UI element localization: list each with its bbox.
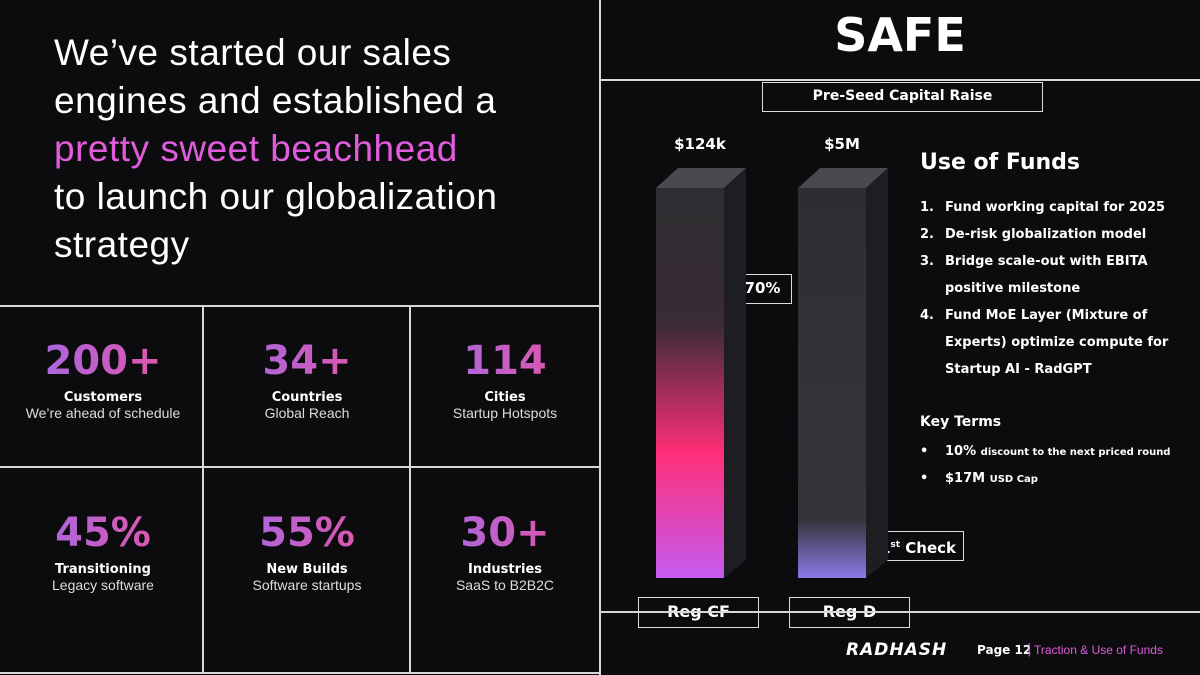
stat-label: Countries: [271, 390, 343, 405]
fund-number: 4.: [920, 308, 934, 323]
fund-number: 2.: [920, 227, 934, 242]
stat-label: New Builds: [266, 562, 348, 577]
fund-text: Fund MoE Layer (Mixture of Experts) opti…: [945, 308, 1169, 377]
logo: RADHASH: [846, 640, 948, 660]
stat-label: Cities: [484, 390, 526, 405]
badge-sup: st: [890, 540, 901, 550]
bullet: •: [920, 471, 929, 486]
stat-cell: 200+ Customers We’re ahead of schedule: [4, 338, 202, 421]
headline-line: engines and established a: [54, 80, 497, 121]
headline-line: strategy: [54, 224, 190, 265]
stat-sub: SaaS to B2B2C: [455, 577, 555, 593]
headline-line: pretty sweet beachhead: [54, 128, 458, 169]
bar-top-label: $124k: [674, 135, 726, 153]
stat-sub: Software startups: [252, 577, 362, 593]
stat-value: 45%: [4, 510, 202, 556]
use-of-funds-title: Use of Funds: [920, 150, 1080, 175]
footer-sep: |: [1027, 642, 1032, 657]
fund-item: 1. Fund working capital for 2025: [920, 194, 1180, 221]
stat-cell: 30+ Industries SaaS to B2B2C: [406, 510, 604, 593]
stat-sub: Legacy software: [52, 577, 154, 593]
stat-sub: Startup Hotspots: [452, 405, 558, 421]
stat-value: 114: [406, 338, 604, 384]
term-text: $17M USD Cap: [945, 465, 1180, 493]
fund-item: 2. De-risk globalization model: [920, 221, 1180, 248]
key-term: • 10% discount to the next priced round: [920, 438, 1180, 466]
stat-label: Customers: [63, 390, 143, 405]
term-bold: 10%: [945, 444, 977, 459]
stat-label: Industries: [467, 562, 543, 577]
bar-top-label: $5M: [824, 135, 860, 153]
headline-line: to launch our globalization: [54, 176, 498, 217]
fund-number: 3.: [920, 254, 934, 269]
key-term: • $17M USD Cap: [920, 465, 1180, 493]
stat-value: 200+: [4, 338, 202, 384]
headline-line: We’ve started our sales: [54, 32, 452, 73]
safe-subtitle: Pre-Seed Capital Raise: [762, 82, 1043, 112]
badge-text: Check: [905, 539, 957, 557]
stat-value: 30+: [406, 510, 604, 556]
stat-cell: 55% New Builds Software startups: [208, 510, 406, 593]
term-bold: $17M: [945, 471, 986, 486]
stat-value: 55%: [208, 510, 406, 556]
key-terms-title: Key Terms: [920, 414, 1002, 430]
page-number: Page 12: [977, 643, 1032, 657]
fund-number: 1.: [920, 200, 934, 215]
footer-section: Traction & Use of Funds: [1034, 643, 1163, 657]
bullet: •: [920, 444, 929, 459]
fund-item: 3. Bridge scale-out with EBITA positive m…: [920, 248, 1180, 302]
stat-label: Transitioning: [55, 562, 151, 577]
stat-cell: 114 Cities Startup Hotspots: [406, 338, 604, 421]
stat-cell: 34+ Countries Global Reach: [208, 338, 406, 421]
fund-item: 4. Fund MoE Layer (Mixture of Experts) op…: [920, 302, 1180, 383]
term-rest: discount to the next priced round: [980, 447, 1171, 458]
term-text: 10% discount to the next priced round: [945, 438, 1180, 466]
fund-text: De-risk globalization model: [945, 227, 1147, 242]
fund-text: Fund working capital for 2025: [945, 200, 1166, 215]
safe-title: SAFE: [834, 8, 966, 62]
stat-sub: Global Reach: [264, 405, 350, 421]
stat-cell: 45% Transitioning Legacy software: [4, 510, 202, 593]
stat-sub: We’re ahead of schedule: [25, 405, 181, 421]
stat-value: 34+: [208, 338, 406, 384]
fund-text: Bridge scale-out with EBITA positive mil…: [945, 254, 1148, 296]
term-rest: USD Cap: [989, 474, 1038, 485]
